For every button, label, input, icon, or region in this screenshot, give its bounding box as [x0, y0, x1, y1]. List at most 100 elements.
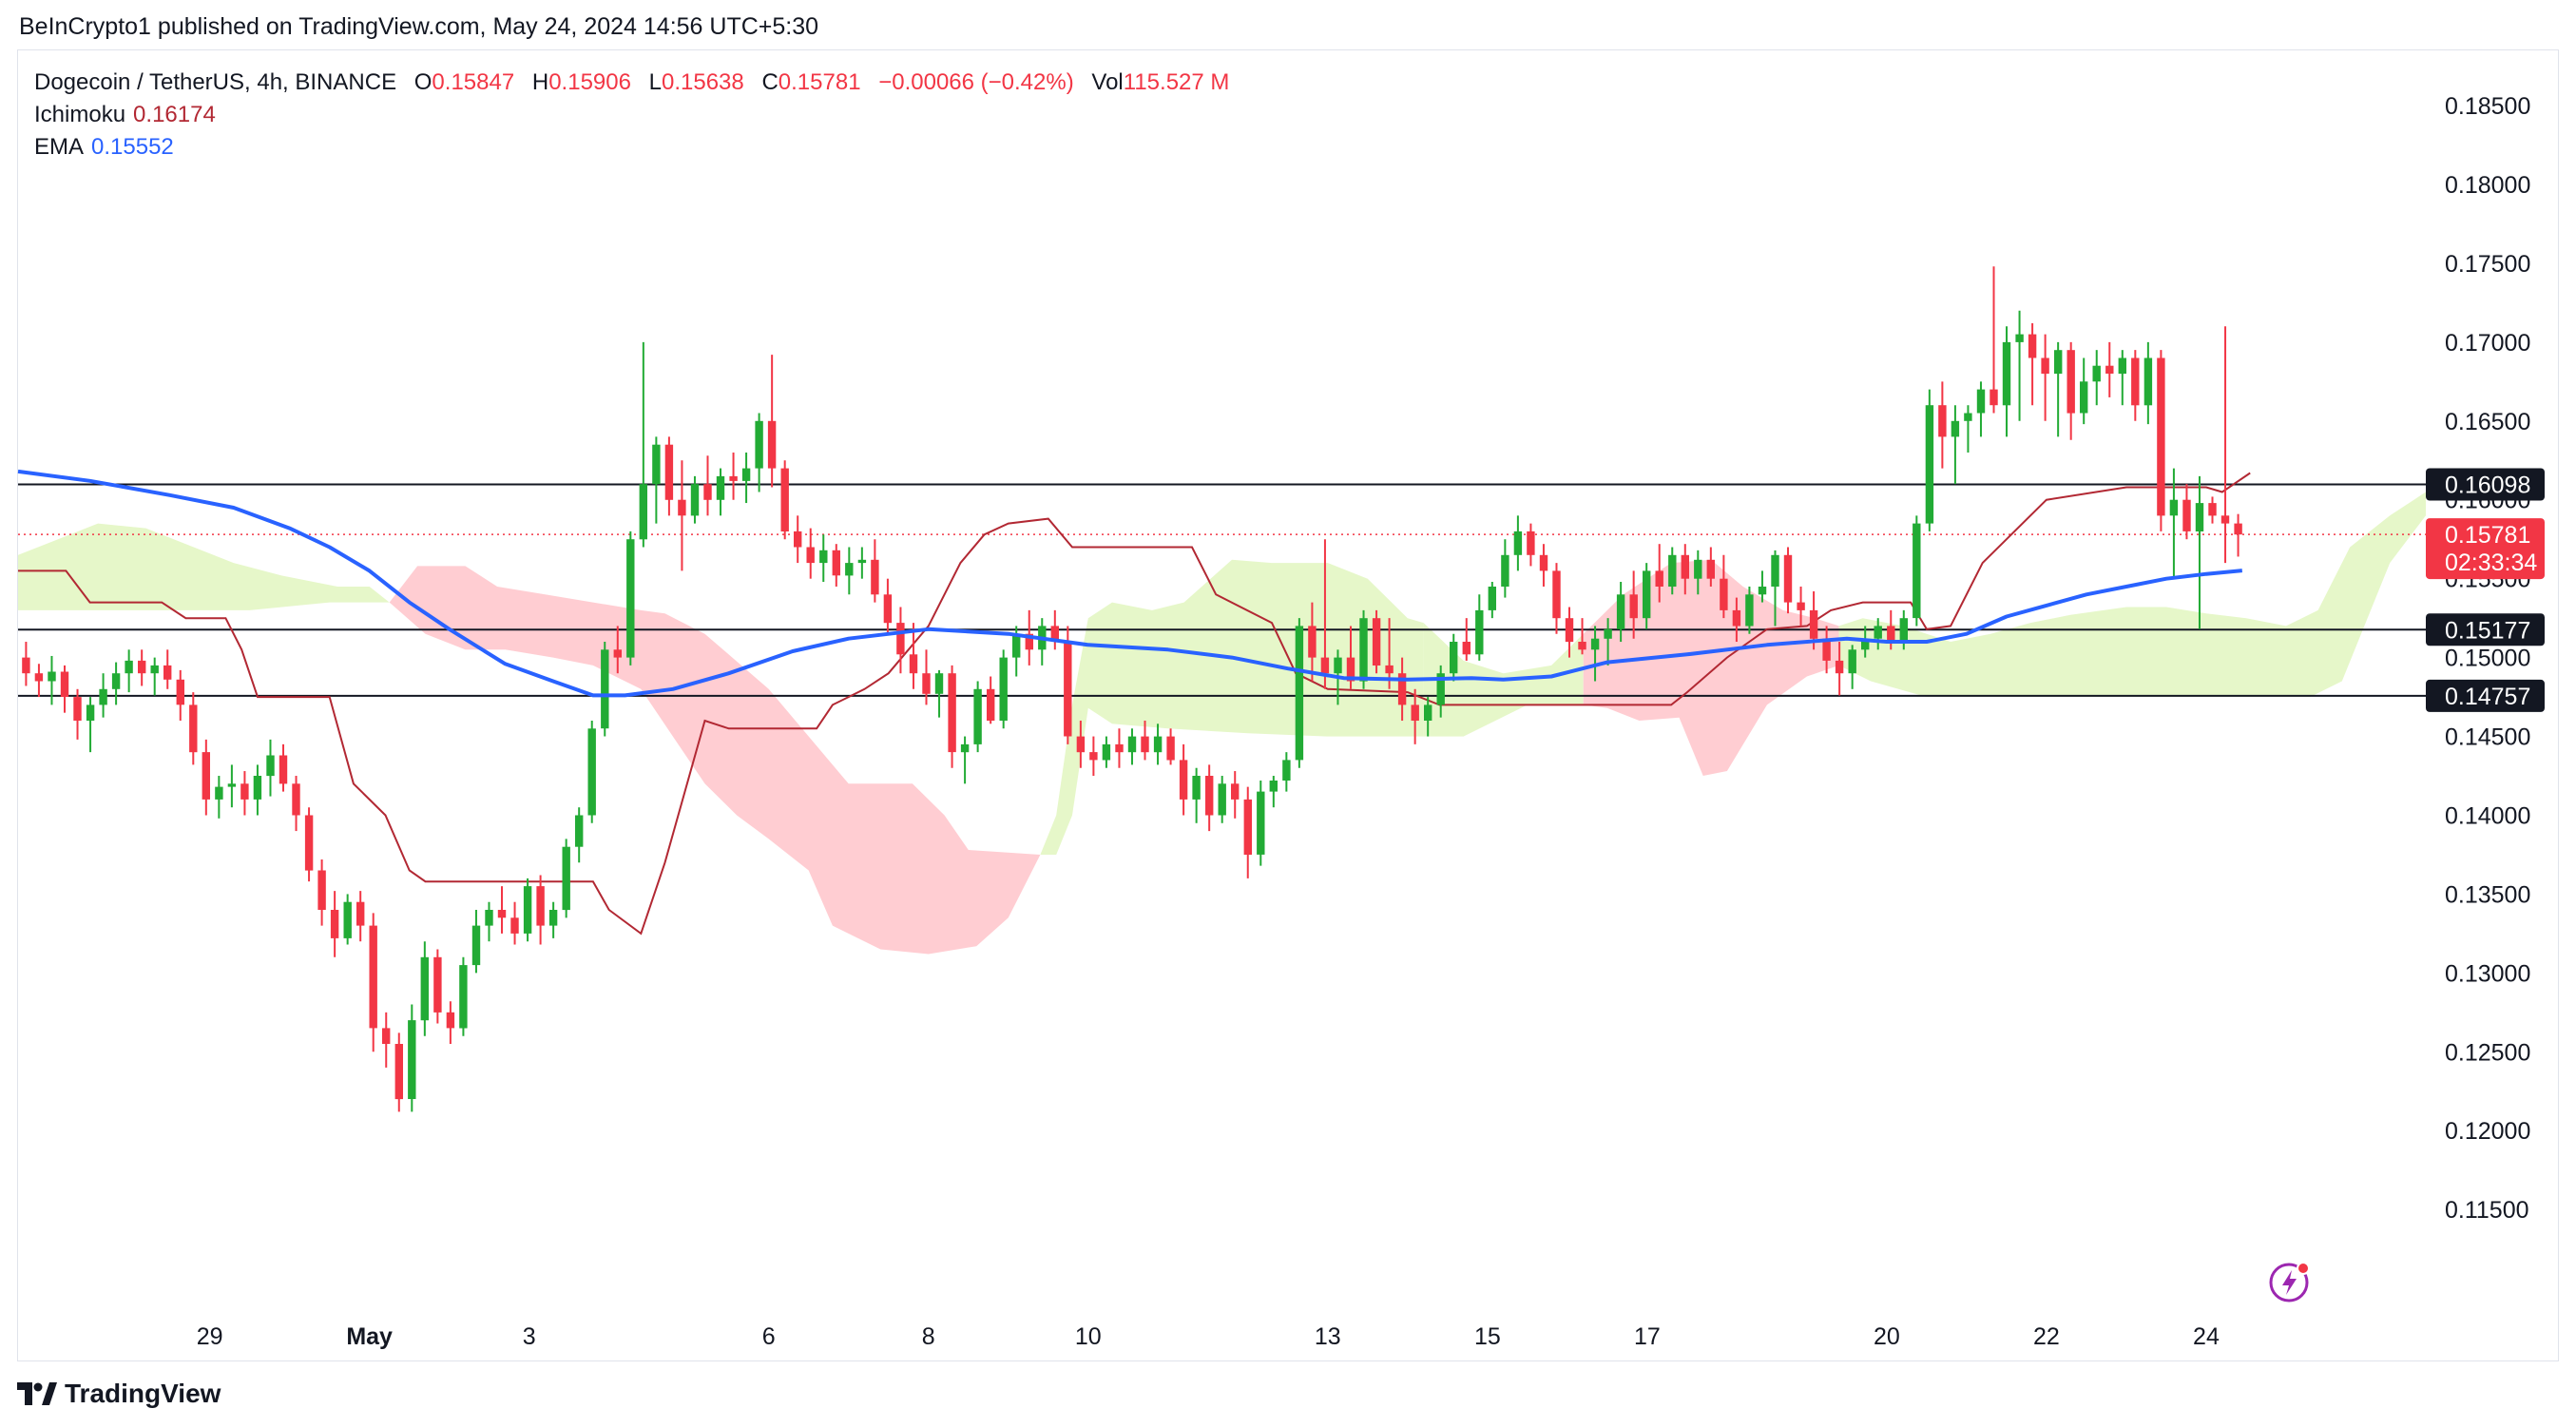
candle-body	[420, 956, 429, 1021]
candle-body	[741, 468, 751, 481]
candle-up	[601, 642, 609, 737]
candle-down	[1462, 618, 1471, 661]
candle-down	[1938, 381, 1947, 469]
candle-body	[1385, 665, 1394, 674]
candle-body	[2118, 357, 2126, 375]
candle-down	[1320, 539, 1330, 689]
symbol-title[interactable]: Dogecoin / TetherUS, 4h, BINANCE	[34, 69, 397, 95]
candle-body	[922, 673, 931, 694]
candle-body	[1064, 642, 1072, 737]
candle-up	[1668, 547, 1677, 595]
candle-body	[2157, 357, 2165, 516]
ichimoku-label[interactable]: Ichimoku	[34, 102, 126, 127]
candle-up	[343, 894, 352, 945]
candle-up	[1616, 581, 1625, 643]
candle-up	[2195, 475, 2204, 629]
tradingview-logo[interactable]: TradingView	[17, 1379, 221, 1409]
candle-body	[86, 704, 95, 721]
candle-down	[2041, 334, 2049, 421]
candle-body	[446, 1012, 455, 1029]
candle-down	[202, 739, 210, 816]
candle-up	[973, 681, 982, 753]
candle-body	[845, 563, 854, 576]
x-tick-label: 3	[523, 1323, 536, 1350]
change-value: −0.00066 (−0.42%)	[878, 69, 1074, 95]
ichimoku-value: 0.16174	[133, 102, 216, 127]
candle-down	[497, 886, 507, 934]
horizontal-levels	[18, 483, 2426, 697]
lightning-bolt-icon[interactable]	[2268, 1260, 2312, 1308]
candle-body	[408, 1020, 416, 1099]
y-tick-label: 0.17500	[2445, 251, 2530, 278]
candle-body	[1590, 638, 1600, 650]
candle-body	[60, 671, 69, 697]
candle-body	[1372, 618, 1381, 666]
candle-down	[832, 544, 840, 587]
candle-up	[819, 534, 828, 582]
candle-body	[1320, 657, 1330, 674]
candle-body	[652, 444, 661, 485]
candle-body	[48, 671, 56, 682]
candle-body	[1809, 609, 1818, 639]
candle-down	[1990, 266, 1998, 414]
candle-body	[948, 673, 956, 753]
level-price-tag: 0.15177	[2426, 613, 2545, 646]
candle-body	[819, 550, 828, 564]
candle-body	[1089, 752, 1098, 761]
level-price-tag: 0.16098	[2426, 468, 2545, 501]
candle-body	[1025, 633, 1033, 650]
candle-body	[1925, 405, 1934, 524]
candle-up	[111, 662, 121, 705]
ichimoku-base-line	[18, 472, 2251, 936]
candle-down	[2182, 484, 2191, 540]
candle-down	[369, 913, 377, 1052]
candle-body	[125, 660, 133, 674]
candle-body	[227, 783, 237, 787]
candle-body	[1462, 642, 1471, 655]
candle-body	[1179, 760, 1188, 800]
candle-body	[1745, 594, 1754, 627]
candle-body	[1797, 602, 1805, 610]
candle-body	[215, 786, 223, 800]
candle-down	[1076, 720, 1086, 768]
candle-body	[1282, 760, 1291, 781]
candle-down	[1527, 523, 1535, 567]
candle-body	[832, 550, 840, 576]
candle-down	[1089, 736, 1098, 777]
candle-up	[1102, 736, 1111, 768]
candle-up	[420, 941, 429, 1036]
candle-body	[909, 654, 918, 674]
candle-up	[1951, 405, 1960, 485]
y-tick-label: 0.18500	[2445, 93, 2530, 120]
candle-up	[1153, 724, 1163, 765]
candle-body	[1565, 618, 1574, 643]
candle-up	[48, 655, 56, 705]
candle-up	[125, 649, 133, 693]
candle-body	[601, 649, 609, 729]
volume-label: Vol	[1091, 69, 1124, 95]
ema-label[interactable]: EMA	[34, 134, 85, 160]
cloud-bullish-region	[1040, 559, 1424, 855]
candle-up	[1758, 570, 1767, 603]
candle-body	[1450, 642, 1458, 674]
candle-body	[510, 917, 519, 934]
candle-body	[1334, 657, 1342, 674]
x-tick-label: 20	[1874, 1323, 1900, 1350]
candle-body	[382, 1028, 391, 1044]
candle-up	[1913, 515, 1921, 627]
candle-down	[1179, 743, 1188, 816]
candle-up	[1874, 618, 1882, 650]
cloud-bearish-region	[389, 566, 1041, 955]
candle-down	[73, 688, 82, 740]
candle-body	[317, 870, 326, 910]
candle-up	[2080, 357, 2088, 425]
candle-body	[1938, 405, 1947, 437]
candle-up	[652, 436, 661, 524]
y-tick-label: 0.12000	[2445, 1118, 2530, 1145]
candle-body	[857, 559, 867, 564]
x-tick-label: 17	[1634, 1323, 1661, 1350]
candle-up	[716, 468, 725, 516]
